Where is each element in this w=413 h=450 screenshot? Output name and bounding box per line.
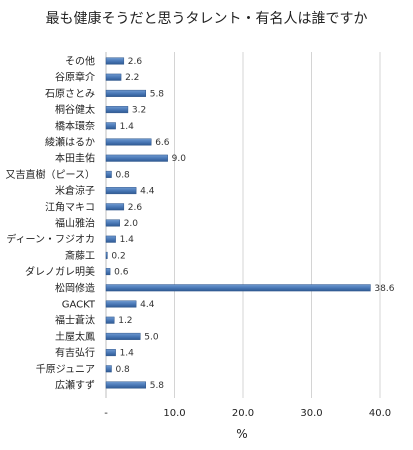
x-tick-0: - (104, 408, 108, 419)
category-label-12: 斎藤工 (65, 249, 95, 262)
category-label-1: 谷原章介 (55, 71, 95, 84)
category-label-14: 松岡修造 (55, 281, 95, 294)
bar-9 (105, 203, 125, 211)
bar-11 (105, 235, 116, 243)
value-label-15: 4.4 (140, 300, 155, 310)
bar-17 (105, 332, 141, 340)
x-tick-2: 20.0 (232, 408, 254, 419)
x-tick-labels: - 10.0 20.0 30.0 40.0 (104, 408, 391, 419)
bar-2 (105, 89, 146, 97)
category-label-7: 又吉直樹（ピース） (6, 168, 96, 181)
category-label-20: 広瀬すず (55, 379, 95, 392)
category-label-0: その他 (65, 55, 95, 68)
value-label-3: 3.2 (132, 106, 146, 116)
bar-19 (105, 365, 112, 373)
value-label-8: 4.4 (140, 187, 155, 197)
value-label-0: 2.6 (128, 57, 143, 67)
value-label-13: 0.6 (114, 268, 129, 278)
category-label-5: 綾瀬はるか (45, 136, 95, 149)
value-label-20: 5.8 (150, 381, 165, 391)
bar-6 (105, 154, 168, 162)
bar-14 (105, 284, 371, 292)
category-label-3: 桐谷健太 (55, 103, 95, 116)
category-label-8: 米倉涼子 (55, 184, 95, 197)
value-label-2: 5.8 (150, 89, 165, 99)
bar-1 (105, 73, 122, 81)
x-tick-3: 30.0 (300, 408, 322, 419)
category-label-13: ダレノガレ明美 (25, 265, 95, 278)
category-label-11: ディーン・フジオカ (6, 233, 95, 246)
bar-4 (105, 122, 116, 130)
value-label-9: 2.6 (128, 203, 143, 213)
bars (105, 57, 371, 389)
value-label-5: 6.6 (155, 138, 170, 148)
bar-3 (105, 106, 129, 114)
value-label-19: 0.8 (115, 365, 130, 375)
bar-12 (105, 251, 108, 259)
category-label-6: 本田圭佑 (55, 152, 95, 165)
x-axis-label: % (236, 427, 247, 441)
value-label-10: 2.0 (124, 219, 139, 229)
value-label-16: 1.2 (118, 316, 132, 326)
value-label-17: 5.0 (144, 332, 159, 342)
value-label-12: 0.2 (111, 251, 125, 261)
category-label-19: 千原ジュニア (36, 363, 95, 375)
category-label-17: 土屋太鳳 (55, 330, 95, 343)
bar-0 (105, 57, 125, 65)
value-label-1: 2.2 (125, 73, 139, 83)
bar-16 (105, 316, 115, 324)
bar-10 (105, 219, 120, 227)
bar-15 (105, 300, 137, 308)
bar-8 (105, 187, 137, 195)
value-label-18: 1.4 (120, 349, 135, 359)
category-label-4: 橋本環奈 (55, 119, 95, 132)
bar-18 (105, 349, 116, 357)
category-label-18: 有吉弘行 (55, 346, 95, 359)
value-label-11: 1.4 (120, 235, 135, 245)
bar-20 (105, 381, 146, 389)
category-label-16: 福士蒼汰 (55, 314, 95, 327)
x-tick-1: 10.0 (163, 408, 185, 419)
category-label-2: 石原さとみ (45, 88, 95, 100)
gridlines (105, 52, 381, 398)
bar-13 (105, 268, 111, 276)
value-label-6: 9.0 (172, 154, 187, 164)
value-label-14: 38.6 (374, 284, 394, 294)
chart-title: 最も健康そうだと思うタレント・有名人は誰ですか (45, 11, 368, 27)
category-label-9: 江角マキコ (45, 201, 95, 213)
value-labels: 2.6 2.2 5.8 3.2 1.4 6.69.0 0.8 4.4 2.6 2.0 1.4 0.2 0… (111, 57, 394, 391)
bar-7 (105, 170, 112, 178)
bar-5 (105, 138, 152, 146)
category-label-15: GACKT (62, 300, 96, 311)
value-label-7: 0.8 (115, 170, 130, 180)
category-label-10: 福山雅治 (55, 217, 95, 230)
value-label-4: 1.4 (120, 122, 135, 132)
x-tick-4: 40.0 (369, 408, 391, 419)
